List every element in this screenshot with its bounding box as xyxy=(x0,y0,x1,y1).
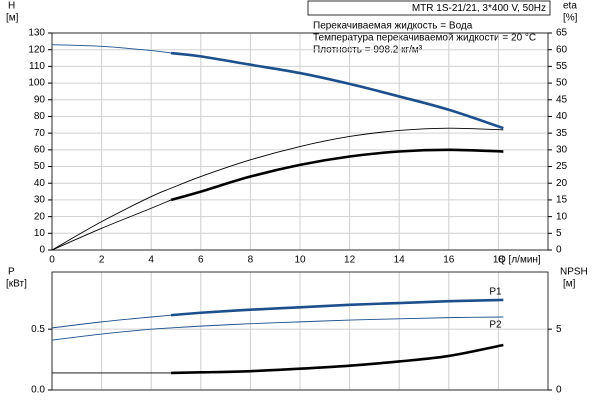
x-tick-label: 18 xyxy=(493,255,505,266)
y-tick-label: 0 xyxy=(39,245,45,256)
y2-tick-label: 40 xyxy=(556,111,568,122)
curve xyxy=(170,298,504,317)
annotation: Перекачиваемая жидкость = Вода xyxy=(313,21,473,32)
y2-tick-label: 55 xyxy=(556,61,568,72)
y2-tick-label: 60 xyxy=(556,44,568,55)
y-tick-label: 70 xyxy=(34,128,46,139)
x-tick-label: 8 xyxy=(248,255,254,266)
y2-tick-label: 5 xyxy=(556,324,562,335)
series-label: P2 xyxy=(489,320,502,331)
y2-tick-label: 0 xyxy=(556,385,562,396)
y-tick-label: 80 xyxy=(34,111,46,122)
curve xyxy=(51,316,504,341)
y2-tick-label: 35 xyxy=(556,128,568,139)
x-tick-label: 2 xyxy=(99,255,105,266)
y-tick-label: 130 xyxy=(28,28,45,39)
y2-tick-label: 30 xyxy=(556,144,568,155)
curve xyxy=(171,343,504,375)
y2-tick-label: 65 xyxy=(556,28,568,39)
y2-tick-label: 10 xyxy=(556,211,568,222)
annotation: Температура перекачиваемой жидкости = 20… xyxy=(313,33,536,44)
y2-tick-label: 45 xyxy=(556,94,568,105)
y-tick-label: 30 xyxy=(34,195,46,206)
curve xyxy=(170,51,504,130)
y-axis-label: [кВт] xyxy=(6,279,27,290)
y-tick-label: 10 xyxy=(34,228,46,239)
y-tick-label: 120 xyxy=(28,44,45,55)
y2-tick-label: 15 xyxy=(556,195,568,206)
x-tick-label: 10 xyxy=(294,255,306,266)
x-tick-label: 12 xyxy=(344,255,356,266)
y-axis-label: [м] xyxy=(6,13,19,24)
y-tick-label: 20 xyxy=(34,211,46,222)
curve xyxy=(51,199,172,251)
y-tick-label: 100 xyxy=(28,78,45,89)
y-tick-label: 90 xyxy=(34,94,46,105)
y-axis-label: P xyxy=(8,267,15,278)
x-tick-label: 4 xyxy=(148,255,154,266)
y-tick-label: 50 xyxy=(34,161,46,172)
y2-tick-label: 5 xyxy=(556,228,562,239)
y-tick-label: 60 xyxy=(34,144,46,155)
curve xyxy=(51,44,172,54)
series-label: P1 xyxy=(489,287,502,298)
curve xyxy=(170,148,504,202)
x-axis-label: Q [л/мин] xyxy=(498,255,541,266)
x-tick-label: 16 xyxy=(443,255,455,266)
y2-axis-label: NPSH xyxy=(560,267,588,278)
y2-axis-label: [%] xyxy=(563,13,578,24)
y-tick-label: 0.5 xyxy=(31,324,45,335)
x-tick-label: 14 xyxy=(394,255,406,266)
x-tick-label: 6 xyxy=(198,255,204,266)
y2-tick-label: 20 xyxy=(556,178,568,189)
plot-frame xyxy=(51,32,549,251)
plot-frame xyxy=(51,271,549,391)
chart-title: MTR 1S-21/21, 3*400 V, 50Hz xyxy=(412,3,546,14)
y2-tick-label: 0 xyxy=(556,245,562,256)
y2-tick-label: 25 xyxy=(556,161,568,172)
y2-tick-label: 50 xyxy=(556,78,568,89)
y2-axis-label: [м] xyxy=(563,279,576,290)
x-tick-label: 0 xyxy=(49,255,55,266)
curve xyxy=(51,314,172,329)
title-box xyxy=(307,0,551,16)
y-tick-label: 0.0 xyxy=(31,385,45,396)
y-tick-label: 40 xyxy=(34,178,46,189)
curve xyxy=(51,127,504,251)
y-axis-label: H xyxy=(8,1,15,12)
y-tick-label: 110 xyxy=(29,61,45,72)
y2-axis-label: eta xyxy=(563,1,577,12)
